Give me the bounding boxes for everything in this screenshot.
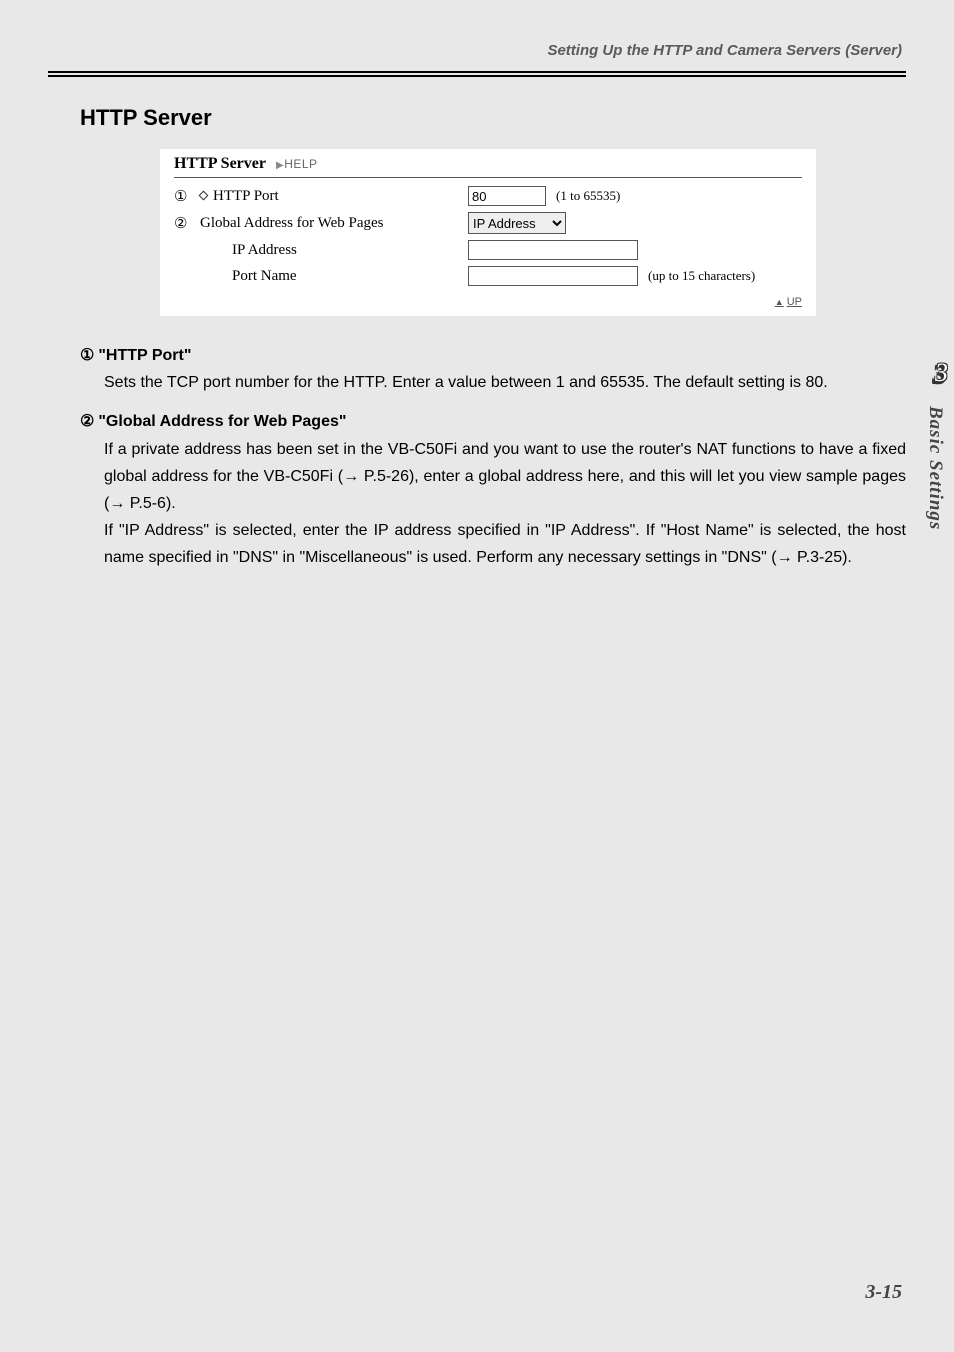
label-text: HTTP Port xyxy=(213,188,279,204)
global-address-row: ② Global Address for Web Pages IP Addres… xyxy=(174,212,802,234)
global-address-select[interactable]: IP Address xyxy=(468,212,566,234)
http-port-row: ① HTTP Port (1 to 65535) xyxy=(174,186,802,206)
chapter-number: 3 xyxy=(935,358,948,388)
panel-header: HTTP Server ▶HELP xyxy=(174,155,802,178)
help-link[interactable]: ▶HELP xyxy=(276,157,318,171)
config-panel: HTTP Server ▶HELP ① HTTP Port (1 to 6553… xyxy=(160,149,816,316)
page-number: 3-15 xyxy=(865,1281,902,1304)
port-name-label: Port Name xyxy=(232,268,468,285)
diamond-icon xyxy=(199,190,209,200)
ip-address-input[interactable] xyxy=(468,240,638,260)
desc-body-2a: If a private address has been set in the… xyxy=(104,436,906,518)
desc-body-2b: If "IP Address" is selected, enter the I… xyxy=(104,517,906,571)
side-tab: 3 3 Basic Settings xyxy=(918,356,954,530)
http-port-label: HTTP Port xyxy=(200,188,468,205)
section-title: HTTP Server xyxy=(80,105,906,131)
desc-item-2: ②"Global Address for Web Pages" If a pri… xyxy=(80,408,906,571)
description-block: ①"HTTP Port" Sets the TCP port number fo… xyxy=(80,342,906,572)
port-name-input[interactable] xyxy=(468,266,638,286)
up-label: UP xyxy=(787,296,802,308)
divider xyxy=(48,71,906,77)
port-name-row: Port Name (up to 15 characters) xyxy=(174,266,802,286)
desc-marker-2: ② xyxy=(80,413,94,430)
port-name-hint: (up to 15 characters) xyxy=(648,268,755,284)
marker-1: ① xyxy=(174,187,200,206)
breadcrumb: Setting Up the HTTP and Camera Servers (… xyxy=(48,42,906,71)
ip-address-label: IP Address xyxy=(232,242,468,259)
global-address-label: Global Address for Web Pages xyxy=(200,215,468,232)
desc-item-1: ①"HTTP Port" Sets the TCP port number fo… xyxy=(80,342,906,396)
marker-2: ② xyxy=(174,214,200,233)
http-port-hint: (1 to 65535) xyxy=(556,188,620,204)
up-link[interactable]: ▲ UP xyxy=(174,296,802,308)
desc-marker-1: ① xyxy=(80,347,94,364)
ip-address-row: IP Address xyxy=(174,240,802,260)
chapter-label: Basic Settings xyxy=(924,406,946,530)
triangle-right-icon: ▶ xyxy=(276,160,284,171)
help-label: HELP xyxy=(284,157,317,171)
triangle-up-icon: ▲ xyxy=(775,297,784,307)
desc-title-1: "HTTP Port" xyxy=(98,347,191,364)
desc-body-1: Sets the TCP port number for the HTTP. E… xyxy=(104,369,906,396)
http-port-input[interactable] xyxy=(468,186,546,206)
desc-title-2: "Global Address for Web Pages" xyxy=(98,413,346,430)
panel-title: HTTP Server xyxy=(174,155,266,173)
